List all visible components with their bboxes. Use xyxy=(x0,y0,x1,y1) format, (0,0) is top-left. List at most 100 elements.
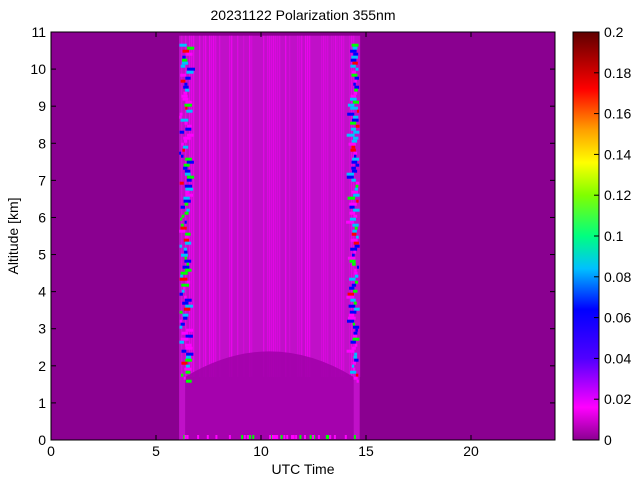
boundary-layer-region xyxy=(185,351,354,440)
edge-signal xyxy=(352,229,357,233)
colorbar-tick-label: 0 xyxy=(604,432,612,448)
x-axis: 0 5 10 15 20 xyxy=(47,32,479,459)
edge-signal xyxy=(347,112,355,116)
edge-signal xyxy=(353,250,356,254)
signal-streak xyxy=(279,35,281,377)
edge-signal xyxy=(351,169,358,173)
y-tick-label: 8 xyxy=(38,135,46,151)
edge-signal xyxy=(352,61,358,65)
edge-signal xyxy=(353,241,359,245)
y-tick-label: 6 xyxy=(38,209,46,225)
edge-signal xyxy=(182,97,189,101)
signal-streak xyxy=(215,35,217,377)
edge-signal xyxy=(179,310,183,314)
edge-signal xyxy=(185,241,192,245)
edge-signal xyxy=(181,94,188,98)
edge-signal xyxy=(183,307,191,311)
edge-signal xyxy=(354,274,359,278)
ground-speck xyxy=(252,435,255,439)
edge-signal xyxy=(185,100,193,104)
edge-signal xyxy=(351,118,359,122)
edge-signal xyxy=(354,79,357,83)
edge-signal xyxy=(354,154,357,158)
edge-signal xyxy=(352,100,359,104)
edge-signal xyxy=(350,49,357,53)
edge-signal xyxy=(346,175,354,179)
edge-signal xyxy=(187,67,195,71)
edge-signal xyxy=(186,364,190,368)
ground-speck xyxy=(329,435,332,439)
edge-signal xyxy=(351,283,357,287)
signal-streak xyxy=(307,35,309,377)
ground-speck xyxy=(353,435,356,439)
signal-streak xyxy=(301,35,303,377)
edge-signal xyxy=(186,352,194,356)
x-tick-label: 20 xyxy=(463,443,479,459)
edge-signal xyxy=(354,271,358,275)
edge-signal xyxy=(185,106,188,110)
colorbar: 0 0.02 0.04 0.06 0.08 0.1 0.12 0.14 0.16 0.18 0.2 xyxy=(572,24,631,448)
edge-signal xyxy=(181,349,187,353)
edge-signal xyxy=(353,130,360,134)
colorbar-tick-label: 0.1 xyxy=(604,228,624,244)
edge-signal xyxy=(352,361,356,365)
edge-signal xyxy=(183,85,189,89)
ground-speck xyxy=(291,435,293,439)
edge-signal xyxy=(186,70,194,74)
edge-signal xyxy=(350,64,356,68)
edge-signal xyxy=(184,202,189,206)
signal-streak xyxy=(323,35,325,377)
y-tick-label: 5 xyxy=(38,247,46,263)
x-tick-label: 15 xyxy=(358,443,374,459)
edge-signal xyxy=(350,97,357,101)
signal-streak xyxy=(191,35,193,377)
edge-signal xyxy=(184,268,192,272)
edge-signal xyxy=(181,214,185,218)
edge-signal xyxy=(351,253,355,257)
signal-streak xyxy=(185,35,187,377)
edge-signal xyxy=(353,289,358,293)
edge-signal xyxy=(347,256,356,260)
edge-signal xyxy=(184,295,187,299)
edge-signal xyxy=(353,82,356,86)
edge-signal xyxy=(184,259,192,263)
edge-signal xyxy=(353,193,360,197)
colorbar-tick-label: 0.2 xyxy=(604,24,624,40)
edge-signal xyxy=(185,232,191,236)
edge-signal xyxy=(179,325,183,329)
edge-signal xyxy=(346,295,355,299)
edge-signal xyxy=(179,229,185,233)
edge-signal xyxy=(348,202,357,206)
edge-signal xyxy=(351,43,359,47)
edge-signal xyxy=(179,181,184,185)
edge-signal xyxy=(354,352,358,356)
signal-streak xyxy=(327,35,329,377)
edge-signal xyxy=(183,199,191,203)
y-tick-label: 7 xyxy=(38,172,46,188)
edge-signal xyxy=(181,58,188,62)
edge-signal xyxy=(179,130,185,134)
edge-signal xyxy=(184,367,192,371)
edge-signal xyxy=(352,208,360,212)
edge-signal xyxy=(184,250,188,254)
signal-streak xyxy=(335,35,337,377)
signal-streak xyxy=(337,35,339,377)
edge-signal xyxy=(183,163,190,167)
heatmap-data xyxy=(179,35,361,440)
colorbar-tick-label: 0.12 xyxy=(604,187,631,203)
ground-speck xyxy=(299,435,302,439)
edge-signal xyxy=(185,346,193,350)
edge-signal xyxy=(351,178,356,182)
edge-signal xyxy=(181,289,185,293)
edge-signal xyxy=(184,169,191,173)
edge-signal xyxy=(355,181,360,185)
signal-streak xyxy=(251,35,253,377)
edge-signal xyxy=(185,370,191,374)
ground-speck xyxy=(186,435,189,439)
edge-signal xyxy=(347,103,355,107)
signal-streak xyxy=(193,35,195,377)
edge-signal xyxy=(348,313,355,317)
ground-speck xyxy=(327,435,329,439)
signal-streak xyxy=(189,35,191,377)
ground-speck xyxy=(206,435,209,439)
